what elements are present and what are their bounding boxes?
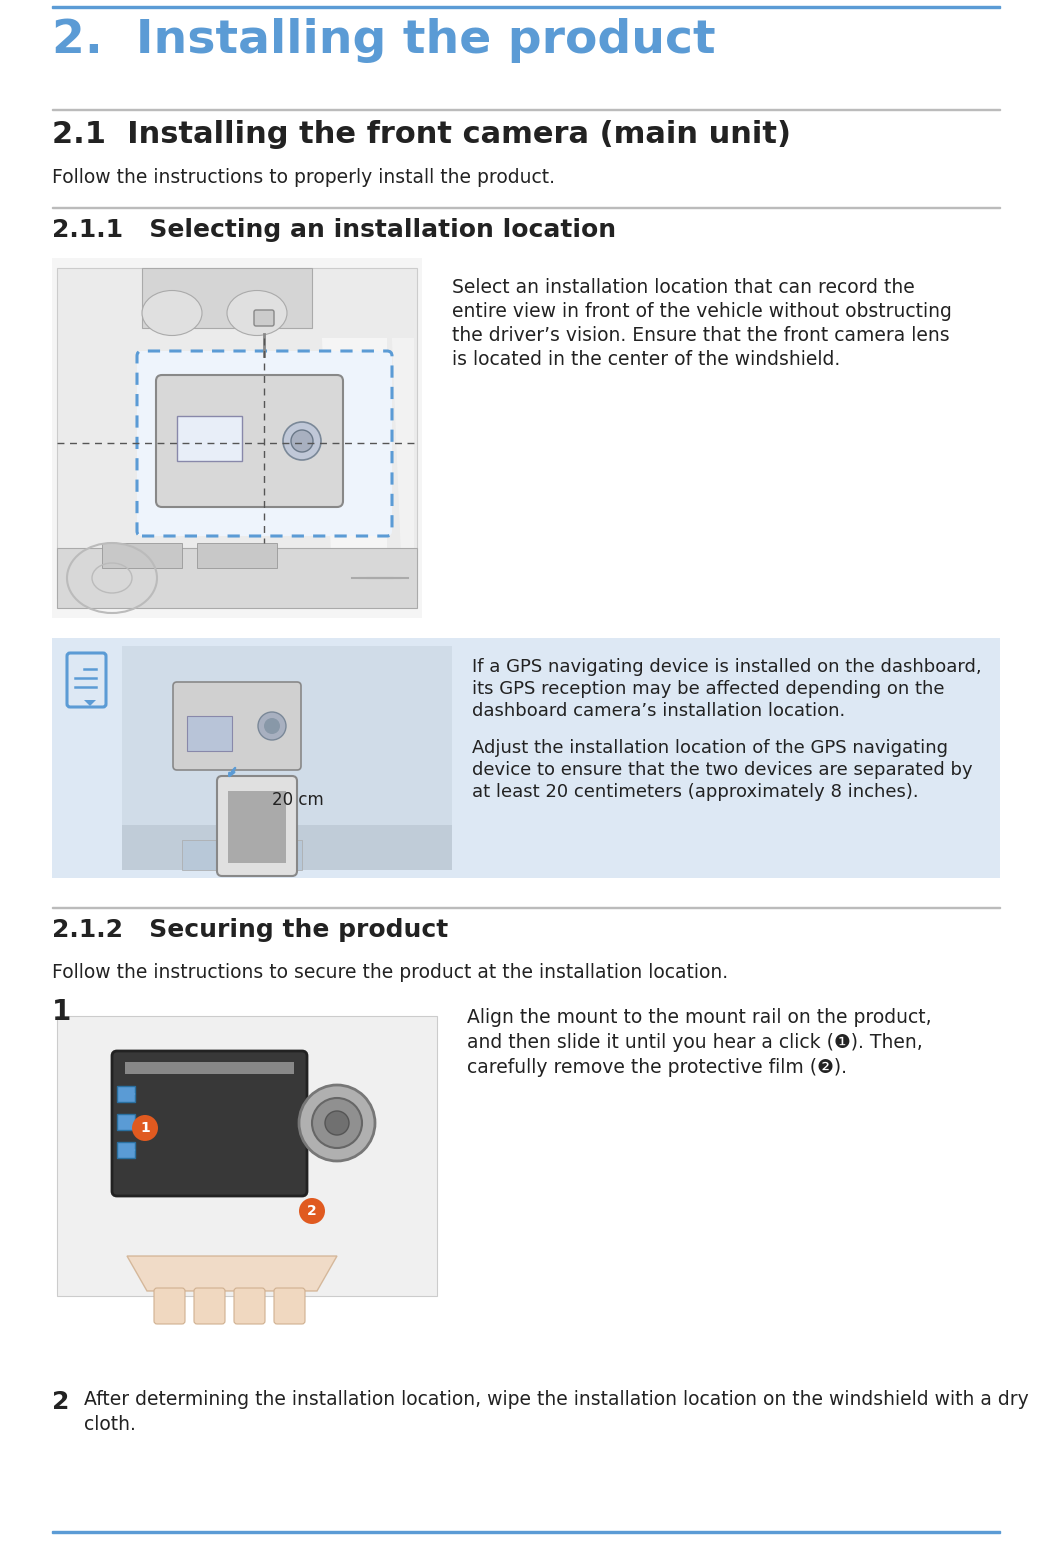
Text: 2.  Installing the product: 2. Installing the product <box>52 18 715 63</box>
Text: 20 cm: 20 cm <box>272 791 324 809</box>
Ellipse shape <box>258 712 286 740</box>
FancyBboxPatch shape <box>274 1288 305 1324</box>
Text: 2.1  Installing the front camera (main unit): 2.1 Installing the front camera (main un… <box>52 120 791 149</box>
Bar <box>187 717 232 750</box>
Text: its GPS reception may be affected depending on the: its GPS reception may be affected depend… <box>472 680 945 698</box>
Circle shape <box>299 1197 325 1224</box>
FancyBboxPatch shape <box>156 374 343 507</box>
FancyBboxPatch shape <box>254 310 274 327</box>
Bar <box>142 268 312 328</box>
Bar <box>102 542 182 569</box>
Text: 2.1.2   Securing the product: 2.1.2 Securing the product <box>52 918 448 942</box>
Text: dashboard camera’s installation location.: dashboard camera’s installation location… <box>472 703 845 720</box>
FancyBboxPatch shape <box>194 1288 225 1324</box>
Bar <box>52 638 1000 878</box>
FancyBboxPatch shape <box>217 777 297 875</box>
Text: at least 20 centimeters (approximately 8 inches).: at least 20 centimeters (approximately 8… <box>472 783 918 801</box>
Bar <box>122 646 452 871</box>
Bar <box>117 1086 135 1102</box>
Circle shape <box>299 1085 375 1160</box>
Bar <box>52 257 422 618</box>
Text: Follow the instructions to properly install the product.: Follow the instructions to properly inst… <box>52 168 555 186</box>
Ellipse shape <box>264 718 280 734</box>
Bar <box>122 824 452 871</box>
Bar <box>117 1142 135 1157</box>
Polygon shape <box>84 700 96 706</box>
Bar <box>117 1114 135 1130</box>
Ellipse shape <box>283 422 321 461</box>
Text: device to ensure that the two devices are separated by: device to ensure that the two devices ar… <box>472 761 973 780</box>
Bar <box>57 268 417 598</box>
FancyBboxPatch shape <box>234 1288 265 1324</box>
Polygon shape <box>322 337 387 578</box>
Ellipse shape <box>291 430 313 452</box>
FancyBboxPatch shape <box>137 351 392 536</box>
Text: entire view in front of the vehicle without obstructing: entire view in front of the vehicle with… <box>452 302 952 321</box>
Ellipse shape <box>227 291 287 336</box>
Polygon shape <box>127 1256 337 1291</box>
FancyBboxPatch shape <box>173 683 301 770</box>
Text: 1: 1 <box>52 999 72 1026</box>
FancyBboxPatch shape <box>112 1051 307 1196</box>
Ellipse shape <box>142 291 202 336</box>
Circle shape <box>132 1116 158 1140</box>
Bar <box>57 549 417 609</box>
Bar <box>52 6 1000 8</box>
Bar <box>52 1530 1000 1533</box>
Bar <box>182 840 302 871</box>
Polygon shape <box>392 337 414 578</box>
Circle shape <box>312 1099 362 1148</box>
Text: the driver’s vision. Ensure that the front camera lens: the driver’s vision. Ensure that the fro… <box>452 327 950 345</box>
Text: 1: 1 <box>140 1120 149 1136</box>
Bar <box>177 416 242 461</box>
Text: Follow the instructions to secure the product at the installation location.: Follow the instructions to secure the pr… <box>52 963 728 982</box>
FancyBboxPatch shape <box>154 1288 185 1324</box>
Text: Select an installation location that can record the: Select an installation location that can… <box>452 277 915 297</box>
Text: After determining the installation location, wipe the installation location on t: After determining the installation locat… <box>84 1390 1029 1408</box>
Circle shape <box>325 1111 349 1136</box>
Bar <box>125 1062 294 1074</box>
Text: Align the mount to the mount rail on the product,: Align the mount to the mount rail on the… <box>467 1008 932 1026</box>
Text: Adjust the installation location of the GPS navigating: Adjust the installation location of the … <box>472 740 948 757</box>
Text: and then slide it until you hear a click (❶). Then,: and then slide it until you hear a click… <box>467 1032 923 1053</box>
Bar <box>57 1016 437 1296</box>
Bar <box>228 791 286 863</box>
Text: is located in the center of the windshield.: is located in the center of the windshie… <box>452 350 841 368</box>
Text: 2: 2 <box>52 1390 69 1415</box>
Text: 2: 2 <box>307 1204 317 1217</box>
Text: carefully remove the protective film (❷).: carefully remove the protective film (❷)… <box>467 1059 847 1077</box>
FancyBboxPatch shape <box>67 653 106 707</box>
Text: If a GPS navigating device is installed on the dashboard,: If a GPS navigating device is installed … <box>472 658 982 676</box>
Text: 2.1.1   Selecting an installation location: 2.1.1 Selecting an installation location <box>52 217 616 242</box>
Text: cloth.: cloth. <box>84 1415 136 1435</box>
Bar <box>197 542 277 569</box>
